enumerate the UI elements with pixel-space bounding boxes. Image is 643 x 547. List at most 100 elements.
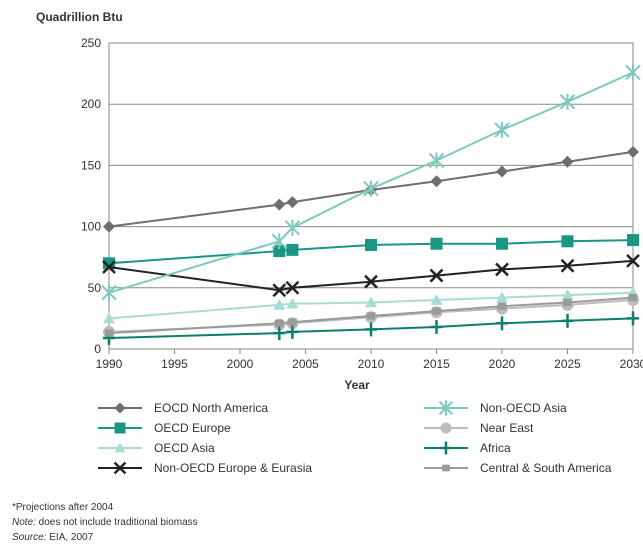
source-label: Source: (12, 532, 47, 543)
legend-label: Non-OECD Europe & Eurasia (154, 461, 313, 475)
x-marker-stroke (113, 461, 127, 475)
triangle-marker (561, 289, 574, 300)
series-line (108, 259, 634, 292)
series-group (102, 253, 640, 298)
asterisk-marker (284, 219, 301, 236)
x-marker (102, 260, 116, 274)
asterisk-marker (363, 180, 379, 197)
asterisk-marker (101, 284, 117, 301)
note-text: does not include traditional biomass (35, 517, 198, 528)
x-marker-stroke (495, 262, 509, 277)
diamond-marker (114, 402, 126, 414)
bar-marker (497, 302, 507, 310)
x-marker (560, 258, 575, 273)
x-tick-label: 2025 (554, 357, 581, 371)
legend-swatch (424, 422, 468, 434)
bar-marker (563, 298, 572, 307)
plus-marker (273, 326, 286, 341)
source-note: Source: EIA, 2007 (12, 530, 198, 545)
x-marker (495, 262, 509, 277)
diamond-marker (103, 220, 115, 233)
bar-marker (288, 318, 297, 326)
diamond-marker (430, 175, 443, 188)
y-tick-label: 250 (81, 36, 101, 50)
energy-consumption-line-chart: 0 50 100 150 200 250 1990 1995 2000 2005 2010 2015 2… (81, 36, 643, 392)
legend-item: Africa (422, 440, 511, 456)
x-marker (364, 274, 378, 289)
x-marker (113, 461, 127, 475)
legend-label: Non-OECD Asia (480, 401, 567, 415)
chart-legend: EOCD North America OECD Europe OECD Asia No… (96, 400, 641, 492)
asterisk-marker (428, 152, 445, 169)
x-tick-label: 2015 (423, 357, 450, 371)
biomass-note: Note: does not include traditional bioma… (12, 515, 198, 530)
y-tick-label: 50 (88, 281, 102, 295)
x-marker-stroke (626, 253, 640, 268)
legend-label: OECD Asia (154, 441, 215, 455)
legend-swatch (424, 464, 468, 472)
plus-marker (430, 319, 443, 334)
legend-item: OECD Asia (96, 440, 215, 456)
diamond-marker (496, 165, 508, 178)
x-marker-stroke (560, 258, 575, 273)
square-marker (273, 245, 286, 258)
legend-label: Central & South America (480, 461, 612, 475)
x-marker (626, 253, 640, 268)
triangle-marker (273, 298, 286, 310)
plus-marker (286, 324, 299, 339)
legend-item: Non-OECD Europe & Eurasia (96, 460, 312, 476)
square-marker (430, 237, 443, 250)
legend-label: OECD Europe (154, 421, 231, 435)
legend-swatch (424, 441, 468, 455)
note-label: Note: (12, 517, 36, 528)
triangle-marker (496, 291, 508, 303)
legend-item: OECD Europe (96, 420, 231, 436)
series-group (103, 234, 639, 270)
series-group (101, 64, 641, 301)
x-tick-label: 2005 (292, 357, 319, 371)
plus-marker (440, 441, 452, 455)
legend-item: Central & South America (422, 460, 611, 476)
bar-marker (366, 312, 376, 320)
bar-marker (442, 464, 450, 472)
square-marker (365, 238, 377, 251)
square-marker (627, 234, 639, 247)
x-axis-title: Year (344, 378, 370, 392)
asterisk-marker (438, 400, 454, 416)
x-marker-stroke (285, 280, 300, 295)
y-tick-label: 200 (81, 97, 101, 111)
square-marker (103, 257, 115, 270)
square-marker (114, 422, 126, 434)
legend-swatch (424, 400, 468, 416)
legend-swatch (98, 402, 142, 414)
legend-label: EOCD North America (154, 401, 269, 415)
legend-item: Near East (422, 420, 533, 436)
x-tick-label: 2030 (620, 357, 643, 371)
bar-marker (275, 319, 284, 327)
legend-label: Near East (480, 421, 534, 435)
x-marker-stroke (102, 260, 116, 274)
series-group (103, 311, 639, 345)
plus-marker (496, 316, 508, 331)
x-tick-label: 1995 (161, 357, 188, 371)
x-tick-label: 2000 (227, 357, 254, 371)
x-tick-label: 2020 (489, 357, 516, 371)
asterisk-marker (494, 121, 510, 138)
diamond-marker (273, 198, 286, 211)
triangle-marker (430, 294, 443, 305)
projection-note: *Projections after 2004 (12, 502, 114, 513)
plus-marker (365, 322, 377, 337)
diamond-marker (561, 155, 574, 168)
series-group (104, 293, 638, 337)
square-marker (496, 237, 508, 250)
x-marker (429, 268, 444, 283)
triangle-marker (365, 296, 377, 308)
legend-swatch (98, 442, 142, 453)
triangle-marker (103, 312, 115, 324)
diamond-marker (627, 145, 639, 158)
bar-marker (628, 293, 638, 302)
square-marker (561, 235, 574, 248)
diamond-marker (286, 196, 299, 209)
triangle-marker (286, 297, 299, 309)
plus-marker (561, 313, 574, 328)
